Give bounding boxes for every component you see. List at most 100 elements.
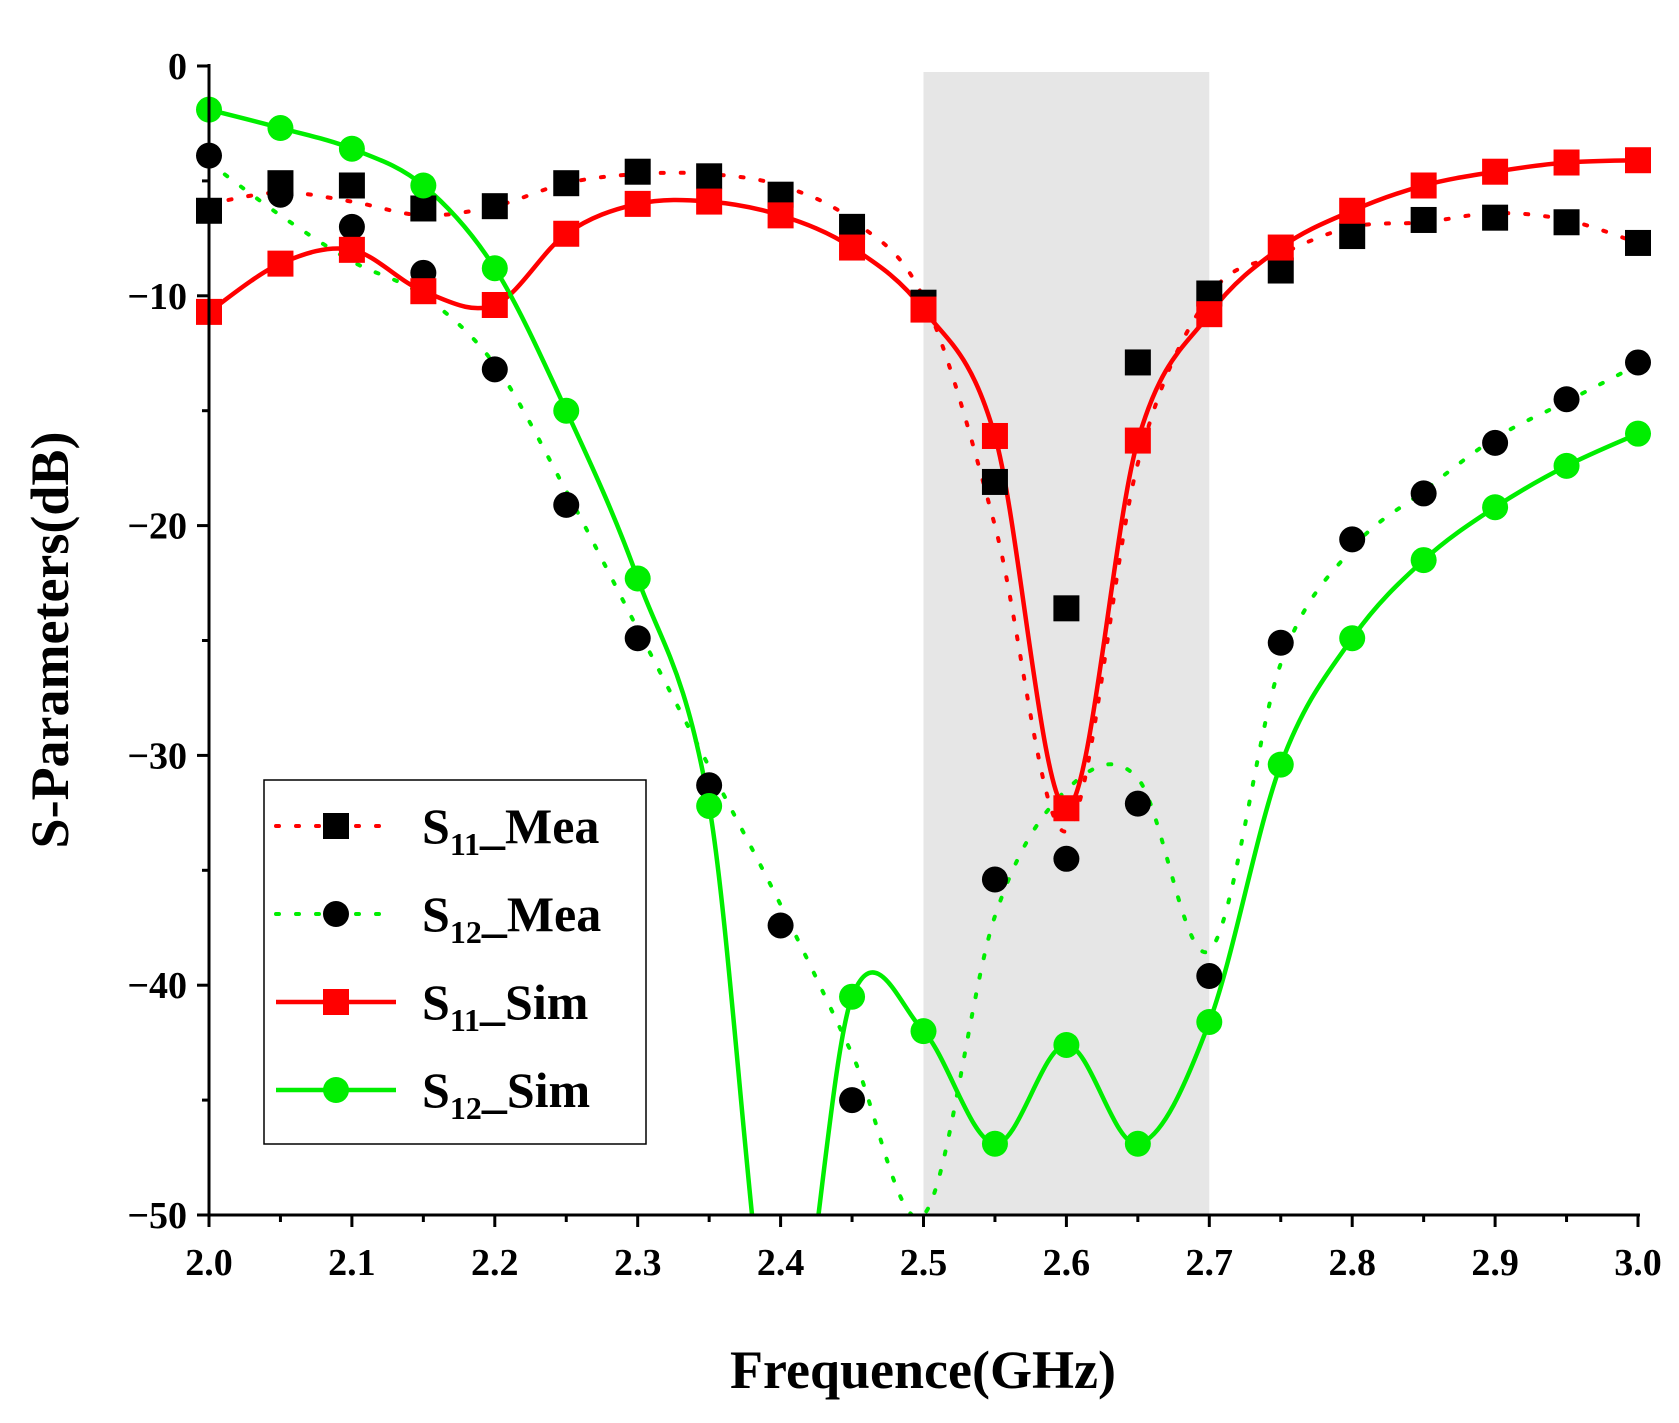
y-tick-label: −10 (127, 276, 187, 318)
data-point (1410, 172, 1437, 199)
axes-layer: 2.0 2.1 2.2 2.3 2.4 2.5 2.6 2.7 2.8 2.9 3.0 0 −10 −20… (127, 46, 1661, 1284)
data-point (553, 397, 580, 424)
data-point (910, 1018, 937, 1045)
data-point (553, 491, 580, 518)
legend-item: S11_Mea (274, 798, 599, 862)
data-point (1482, 158, 1509, 185)
data-point (1196, 1008, 1223, 1035)
data-point (338, 135, 365, 162)
data-point (1339, 223, 1366, 250)
x-tick-label: 2.4 (757, 1242, 805, 1284)
legend-marker (323, 901, 349, 927)
data-point (1410, 480, 1437, 507)
y-tick-label: −20 (127, 506, 187, 548)
x-tick-label: 2.1 (328, 1242, 376, 1284)
x-tick-label: 2.9 (1471, 1242, 1519, 1284)
data-point (338, 236, 365, 263)
data-point (696, 163, 723, 190)
data-point (1410, 206, 1437, 233)
series-markers-11-sim (196, 147, 1651, 822)
highlight-band (923, 72, 1210, 1215)
x-tick-label: 3.0 (1614, 1242, 1662, 1284)
y-axis-title: S-Parameters(dB) (20, 432, 80, 849)
x-tick-label: 2.8 (1328, 1242, 1376, 1284)
y-tick-label: −50 (127, 1195, 187, 1237)
x-tick-label: 2.7 (1186, 1242, 1234, 1284)
data-point (338, 172, 365, 199)
data-point (481, 193, 508, 220)
data-point (624, 625, 651, 652)
data-point (267, 181, 294, 208)
legend-label: S11_Mea (422, 798, 599, 862)
data-point (910, 296, 937, 323)
data-point (1053, 1031, 1080, 1058)
data-point (481, 356, 508, 383)
data-point (338, 213, 365, 240)
data-point (1267, 234, 1294, 261)
legend-marker (323, 989, 349, 1015)
legend: S11_Mea S12_Mea S11_Sim S12_Sim (263, 779, 647, 1145)
data-point (624, 190, 651, 217)
data-point (1339, 197, 1366, 224)
series-markers-12-mea (196, 142, 1651, 1114)
data-point (410, 172, 437, 199)
data-point (1124, 1130, 1151, 1157)
data-point (1053, 595, 1080, 622)
data-point (1339, 625, 1366, 652)
x-tick-label: 2.0 (185, 1242, 233, 1284)
legend-item: S11_Sim (276, 974, 588, 1038)
data-point (1625, 349, 1651, 376)
legend-marker (323, 1077, 349, 1103)
data-point (624, 158, 651, 185)
series-curve-12-sim (209, 107, 1638, 1215)
series-markers-layer (196, 96, 1651, 1157)
data-point (481, 255, 508, 282)
data-point (839, 1087, 866, 1114)
data-point (839, 983, 866, 1010)
data-point (1482, 494, 1509, 521)
highlight-band-layer (923, 72, 1210, 1215)
data-point (767, 912, 794, 939)
data-point (981, 1130, 1008, 1157)
x-tick-label: 2.3 (614, 1242, 662, 1284)
data-point (1267, 751, 1294, 778)
data-point (1196, 301, 1223, 328)
data-point (1482, 429, 1509, 456)
data-point (981, 422, 1008, 449)
x-tick-label: 2.2 (471, 1242, 519, 1284)
y-tick-label: −40 (127, 965, 187, 1007)
data-point (1553, 209, 1580, 236)
data-point (1553, 386, 1580, 413)
data-point (1553, 452, 1580, 479)
series-markers-12-sim (196, 96, 1651, 1157)
data-point (481, 291, 508, 318)
data-point (981, 866, 1008, 893)
data-point (839, 234, 866, 261)
legend-label: S12_Mea (422, 886, 601, 950)
x-axis-title: Frequence(GHz) (730, 1340, 1116, 1400)
data-point (1410, 547, 1437, 574)
data-point (1124, 427, 1151, 454)
data-point (1267, 629, 1294, 656)
data-point (696, 188, 723, 215)
data-point (1625, 420, 1651, 447)
data-point (1124, 790, 1151, 817)
data-point (267, 250, 294, 277)
data-point (767, 202, 794, 229)
y-tick-label: 0 (168, 46, 187, 88)
data-point (553, 170, 580, 197)
data-point (696, 772, 723, 799)
data-point (1124, 349, 1151, 376)
data-point (1339, 526, 1366, 553)
data-point (1625, 229, 1651, 256)
data-point (1267, 257, 1294, 284)
y-tick-label: −30 (127, 735, 187, 777)
data-point (410, 195, 437, 222)
legend-marker (323, 813, 349, 839)
x-tick-label: 2.6 (1043, 1242, 1091, 1284)
data-point (1053, 845, 1080, 872)
data-point (267, 115, 294, 142)
data-point (410, 278, 437, 305)
legend-label: S11_Sim (422, 974, 588, 1038)
